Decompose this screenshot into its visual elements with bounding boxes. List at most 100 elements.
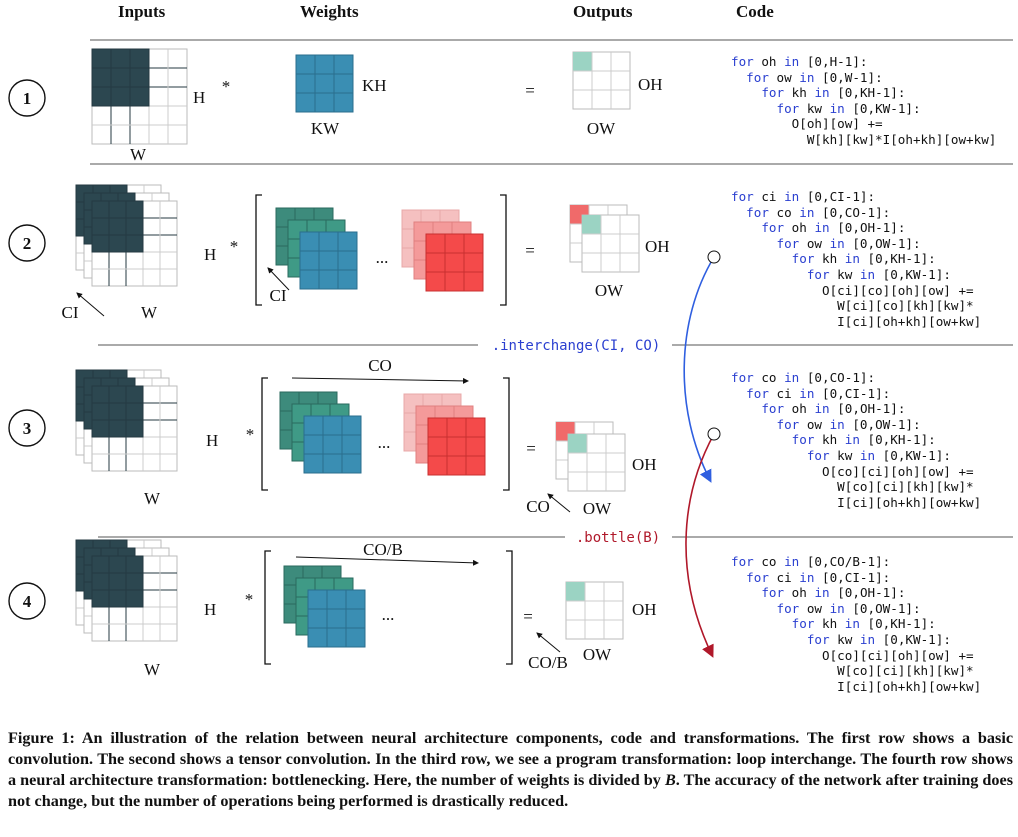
- label-co-output-3: CO: [526, 497, 550, 516]
- label-ow-1: OW: [587, 119, 616, 138]
- header-outputs: Outputs: [573, 2, 633, 21]
- bracket-3-right: [503, 377, 510, 491]
- code-line: for co in [0,CO/B-1]:: [731, 554, 891, 569]
- header-inputs: Inputs: [118, 2, 166, 21]
- code-line: for ci in [0,CI-1]:: [746, 385, 891, 401]
- code-line: for oh in [0,OH-1]:: [761, 401, 906, 417]
- weight-stack-4-sheet-3: [307, 589, 366, 648]
- row-number-1-circle: [8, 79, 46, 117]
- figure-diagram: 1 H W * KH KW = OH OW 2 H W CI * CI... = OH OW 3 H W * CO... = O…: [8, 39, 1013, 679]
- star-3: *: [246, 425, 255, 444]
- label-cob-output-4: CO/B: [528, 653, 568, 672]
- code-line: for kh in [0,KH-1]:: [791, 616, 936, 632]
- bracket-4-left: [264, 550, 271, 665]
- equals-2: =: [525, 241, 535, 260]
- row-number-3: 3: [23, 419, 32, 438]
- row-number-2: 2: [23, 234, 32, 253]
- equals-1: =: [525, 81, 535, 100]
- code-line: O[co][ci][oh][ow] +=: [731, 647, 974, 663]
- co-arrow-out-3: [547, 493, 571, 513]
- transform-bottle: .bottle(B): [576, 530, 660, 546]
- caption-var: B: [664, 771, 676, 789]
- label-oh-4: OH: [632, 600, 657, 619]
- cob-arrow-4: [295, 556, 479, 566]
- output-grid-3b: [567, 433, 626, 492]
- code-block-4: for co in [0,CO/B-1]: for ci in [0,CI-1]…: [731, 554, 981, 694]
- bracket-2-right: [500, 194, 507, 306]
- code-line: for kh in [0,KH-1]:: [791, 251, 936, 267]
- weight-stack-3-sheet-3: [303, 415, 362, 474]
- code-line: for oh in [0,OH-1]:: [761, 220, 906, 236]
- weight-stack-red-3-sheet-3: [427, 417, 486, 476]
- cob-arrow-out-4: [536, 632, 561, 653]
- input-stack-2-sheet-3: [91, 200, 178, 287]
- input-grid-1: [91, 48, 188, 145]
- label-ci-input-2: CI: [62, 303, 79, 322]
- code-line: I[ci][oh+kh][ow+kw]: [731, 494, 982, 510]
- code-line: for kw in [0,KW-1]:: [806, 447, 951, 463]
- code-line: for kw in [0,KW-1]:: [806, 266, 951, 282]
- code-line: for kh in [0,KH-1]:: [791, 432, 936, 448]
- dots-2: ...: [376, 248, 389, 267]
- weight-grid-1: [295, 54, 354, 113]
- dots-3: ...: [378, 433, 391, 452]
- label-w-3: W: [144, 489, 161, 508]
- equals-4: =: [523, 607, 533, 626]
- code-line: for co in [0,CO-1]:: [731, 370, 876, 385]
- code-line: W[ci][co][kh][kw]*: [731, 298, 974, 314]
- weight-stack-2-sheet-3: [299, 231, 358, 290]
- label-ci-weights-2: CI: [270, 286, 287, 305]
- input-stack-3-sheet-3: [91, 385, 178, 472]
- label-h-3: H: [206, 431, 218, 450]
- ci-arrow-2: [76, 292, 105, 317]
- code-line: for ow in [0,OW-1]:: [776, 416, 921, 432]
- code-line: for oh in [0,H-1]:: [731, 54, 868, 69]
- output-grid-2b: [581, 214, 640, 273]
- code-line: for ci in [0,CI-1]:: [731, 189, 876, 204]
- co-arrow-3: [291, 377, 469, 384]
- header-code: Code: [736, 2, 774, 21]
- label-kh-1: KH: [362, 76, 387, 95]
- code-line: for kw in [0,KW-1]:: [806, 631, 951, 647]
- row-number-3-circle: [8, 409, 46, 447]
- label-w-4: W: [144, 660, 161, 679]
- code-block-3: for co in [0,CO-1]: for ci in [0,CI-1]: …: [731, 370, 981, 510]
- row-number-2-circle: [8, 224, 46, 262]
- label-w-2: W: [141, 303, 158, 322]
- output-grid-1: [572, 51, 631, 110]
- code-line: O[oh][ow] +=: [731, 116, 883, 132]
- label-oh-2: OH: [645, 237, 670, 256]
- bottle-arrow-origin: [707, 427, 721, 441]
- interchange-arrow-origin: [707, 250, 721, 264]
- row-number-4-circle: [8, 582, 46, 620]
- output-grid-4: [565, 581, 624, 640]
- code-line: for kw in [0,KW-1]:: [776, 100, 921, 116]
- label-h-1: H: [193, 88, 205, 107]
- code-line: I[ci][oh+kh][ow+kw]: [731, 313, 982, 329]
- star-4: *: [245, 590, 254, 609]
- code-line: I[ci][oh+kh][ow+kw]: [731, 678, 982, 694]
- header-weights: Weights: [300, 2, 359, 21]
- label-oh-3: OH: [632, 455, 657, 474]
- figure-caption: Figure 1: An illustration of the relatio…: [8, 728, 1013, 812]
- code-line: for ow in [0,OW-1]:: [776, 600, 921, 616]
- code-line: for ow in [0,OW-1]:: [776, 235, 921, 251]
- caption-label: Figure 1:: [8, 729, 75, 747]
- transform-interchange: .interchange(CI, CO): [492, 338, 661, 354]
- label-cob-weights-4: CO/B: [363, 540, 403, 559]
- bracket-3-left: [261, 377, 268, 491]
- code-line: for oh in [0,OH-1]:: [761, 585, 906, 601]
- code-line: for ow in [0,W-1]:: [746, 69, 883, 85]
- row-number-1: 1: [23, 89, 32, 108]
- code-line: for kh in [0,KH-1]:: [761, 85, 906, 101]
- label-h-2: H: [204, 245, 216, 264]
- caption-text-a: An illustration of the relation between …: [8, 729, 1014, 789]
- code-line: O[ci][co][oh][ow] +=: [731, 282, 974, 298]
- weight-stack-red-2-sheet-3: [425, 233, 484, 292]
- code-line: for co in [0,CO-1]:: [746, 204, 891, 220]
- star-2: *: [230, 237, 239, 256]
- code-block-1: for oh in [0,H-1]: for ow in [0,W-1]: fo…: [731, 54, 996, 148]
- dots-4: ...: [382, 605, 395, 624]
- code-line: W[co][ci][kh][kw]*: [731, 479, 974, 495]
- label-ow-3: OW: [583, 499, 612, 518]
